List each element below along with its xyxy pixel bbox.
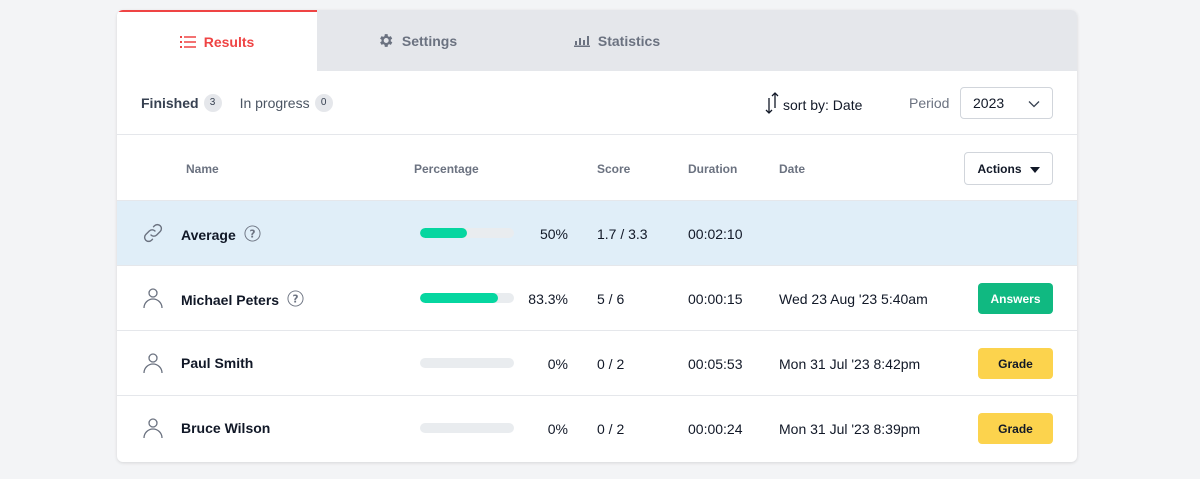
date-value: Wed 23 Aug '23 5:40am <box>779 291 928 307</box>
actions-label: Actions <box>977 161 1022 176</box>
progress-fill <box>420 228 467 238</box>
sort-label: sort by: Date <box>783 96 863 113</box>
row-name: Average ? <box>181 225 261 245</box>
percentage-value: 83.3% <box>528 291 568 307</box>
tab-results[interactable]: Results <box>117 10 317 71</box>
tab-statistics[interactable]: Statistics <box>517 10 717 71</box>
date-value: Mon 31 Jul '23 8:42pm <box>779 356 921 372</box>
chevron-down-icon <box>1028 95 1040 111</box>
grade-button[interactable]: Grade <box>978 413 1053 444</box>
gear-icon <box>377 32 394 49</box>
filter-in-progress-label: In progress <box>239 94 310 111</box>
help-icon[interactable]: ? <box>244 225 261 245</box>
user-icon <box>141 286 165 315</box>
finished-count-badge: 3 <box>203 93 222 112</box>
row-name-text: Average <box>181 227 236 243</box>
user-icon <box>141 416 165 445</box>
row-name-text: Paul Smith <box>181 355 254 371</box>
tab-results-label: Results <box>203 33 255 50</box>
svg-text:?: ? <box>293 293 299 305</box>
table-row[interactable]: Bruce Wilson 0% 0 / 2 00:00:24 Mon 31 Ju… <box>117 396 1077 461</box>
duration-value: 00:00:24 <box>688 421 743 437</box>
row-name-text: Michael Peters <box>181 292 280 308</box>
help-icon[interactable]: ? <box>287 290 304 310</box>
score-value: 5 / 6 <box>597 291 625 307</box>
header-name: Name <box>186 162 219 176</box>
user-icon <box>141 351 165 380</box>
period-label: Period <box>909 95 950 111</box>
link-icon <box>141 221 165 250</box>
progress-bar <box>420 358 514 368</box>
in-progress-count-badge: 0 <box>314 93 333 112</box>
table-row[interactable]: Michael Peters ? 83.3% 5 / 6 00:00:15 We… <box>117 266 1077 331</box>
percentage-value: 0% <box>547 356 568 372</box>
header-score: Score <box>597 162 631 176</box>
progress-bar <box>420 423 514 433</box>
header-percentage: Percentage <box>414 162 479 176</box>
duration-value: 00:00:15 <box>688 291 743 307</box>
percentage-value: 50% <box>539 226 568 242</box>
duration-value: 00:05:53 <box>688 356 743 372</box>
sort-button[interactable]: sort by: Date <box>765 92 862 117</box>
filter-finished-label: Finished <box>141 94 199 111</box>
filter-finished[interactable]: Finished 3 <box>141 93 222 112</box>
header-date: Date <box>779 162 806 176</box>
svg-text:?: ? <box>249 228 255 240</box>
bar-chart-icon <box>573 35 590 47</box>
period-select[interactable]: 2023 <box>960 87 1053 119</box>
duration-value: 00:02:10 <box>688 226 743 242</box>
table-row[interactable]: Paul Smith 0% 0 / 2 00:05:53 Mon 31 Jul … <box>117 331 1077 396</box>
percentage-value: 0% <box>547 421 568 437</box>
table-header: Name Percentage Score Duration Date Acti… <box>117 135 1077 201</box>
tab-statistics-label: Statistics <box>597 32 661 49</box>
progress-bar <box>420 228 514 238</box>
table-row-average: Average ? 50% 1.7 / 3.3 00:02:10 <box>117 201 1077 266</box>
tab-settings[interactable]: Settings <box>317 10 517 71</box>
grade-button[interactable]: Grade <box>978 348 1053 379</box>
header-duration: Duration <box>688 162 738 176</box>
score-value: 1.7 / 3.3 <box>597 226 648 242</box>
tab-bar: Results Settings Statistics <box>117 10 1077 71</box>
score-value: 0 / 2 <box>597 421 625 437</box>
filter-bar: Finished 3 In progress 0 sort by: Date P… <box>117 71 1077 135</box>
row-name: Bruce Wilson <box>181 420 270 436</box>
caret-down-icon <box>1029 162 1040 176</box>
list-icon <box>179 35 196 49</box>
actions-button[interactable]: Actions <box>964 152 1053 185</box>
sort-arrows-icon <box>765 92 779 117</box>
row-name: Paul Smith <box>181 355 253 371</box>
answers-button[interactable]: Answers <box>978 283 1053 314</box>
progress-fill <box>420 293 499 303</box>
results-card: Results Settings Statistics Finished 3 I… <box>117 10 1077 462</box>
row-name-text: Bruce Wilson <box>181 420 271 436</box>
row-name: Michael Peters ? <box>181 290 304 310</box>
filter-in-progress[interactable]: In progress 0 <box>239 93 333 112</box>
period-value: 2023 <box>973 95 1005 111</box>
date-value: Mon 31 Jul '23 8:39pm <box>779 421 921 437</box>
tab-settings-label: Settings <box>401 32 458 49</box>
progress-bar <box>420 293 514 303</box>
score-value: 0 / 2 <box>597 356 625 372</box>
